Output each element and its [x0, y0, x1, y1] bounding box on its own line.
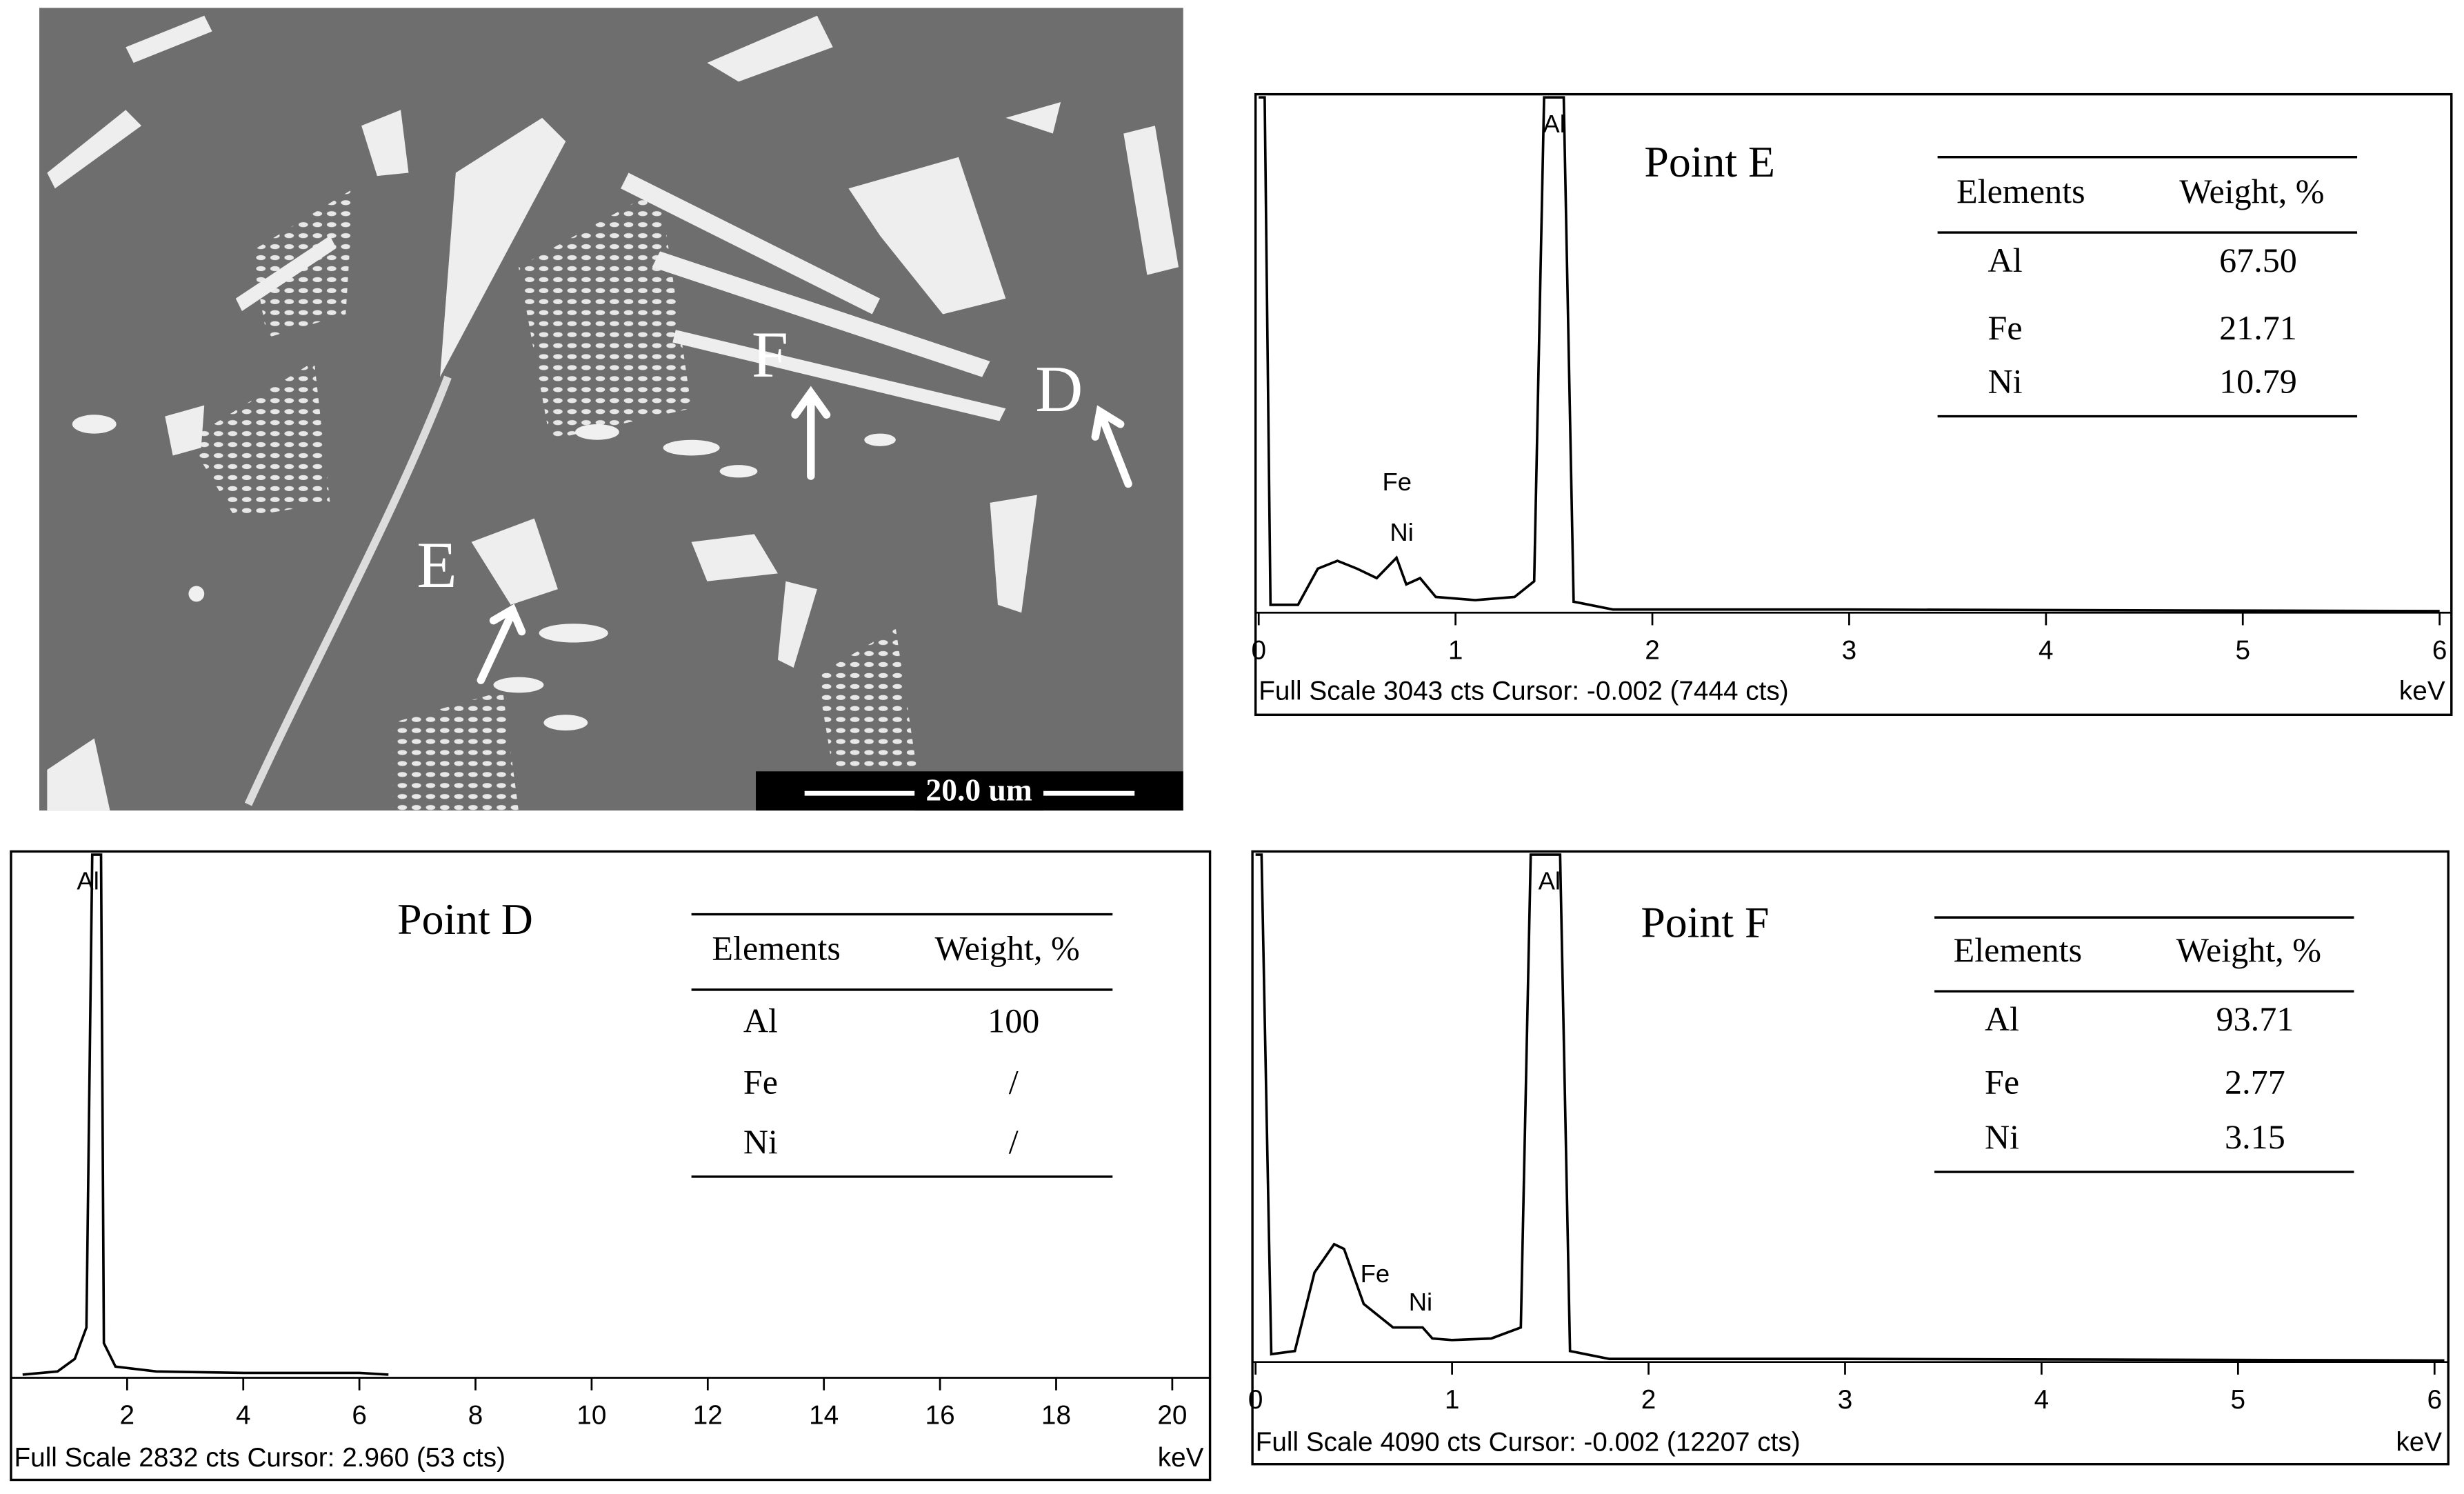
x-tick-label: 0 [1251, 635, 1266, 665]
x-tick-label: 6 [2427, 1385, 2442, 1415]
eds-spectrum: 0 1 2 3 4 5 6 Full Scale 4090 cts Cursor: -0.00… [1248, 850, 2450, 1466]
table-cell: 10.79 [2219, 362, 2297, 401]
table-header: Elements [712, 929, 841, 968]
footer: Full Scale 4090 cts Cursor: -0.002 (1220… [1256, 1427, 1801, 1457]
x-tick-label: 12 [693, 1401, 723, 1431]
x-tick-label: 5 [2235, 635, 2250, 665]
x-tick-label: 1 [1445, 1385, 1460, 1415]
footer: Full Scale 2832 cts Cursor: 2.960 (53 ct… [14, 1443, 505, 1473]
table-cell: Al [743, 1002, 778, 1040]
x-axis-label: keV [2399, 677, 2445, 706]
x-tick-label: 4 [2039, 635, 2054, 665]
table-cell: Al [1985, 999, 2019, 1038]
x-tick-label: 4 [2034, 1385, 2050, 1415]
point-label: E [417, 528, 457, 601]
table-cell: Fe [1988, 308, 2023, 347]
x-tick-label: 2 [120, 1401, 135, 1431]
spectrum-line [1255, 853, 2445, 1362]
eds-spectrum: 2 4 6 8 10 12 14 16 18 20 Full Scale 2832 cts Curs… [10, 850, 1212, 1482]
x-tick-label: 8 [468, 1401, 483, 1431]
table-cell: 3.15 [2225, 1117, 2285, 1156]
x-tick-label: 10 [577, 1401, 606, 1431]
point-label: F [752, 318, 788, 391]
footer: Full Scale 3043 cts Cursor: -0.002 (7444… [1259, 677, 1788, 706]
table-cell: Ni [743, 1122, 778, 1161]
scale-bar-label: 20.0 um [925, 773, 1032, 808]
spectrum-title: Point F [1641, 897, 1769, 946]
table-cell: 2.77 [2225, 1062, 2285, 1101]
micrograph: E F D 20.0 um [39, 8, 1183, 811]
table-cell: 67.50 [2219, 241, 2297, 279]
x-tick-label: 20 [1157, 1401, 1187, 1431]
eds-spectrum: 0 1 2 3 4 5 6 Full Scale 3043 cts Cursor: -0.00… [1251, 92, 2453, 717]
peak-label: Fe [1382, 468, 1412, 496]
table-header: Weight, % [934, 929, 1079, 968]
x-tick-label: 3 [1838, 1385, 1853, 1415]
peak-label: Ni [1390, 518, 1413, 546]
x-tick-label: 16 [925, 1401, 955, 1431]
peak-label: Ni [1409, 1288, 1432, 1316]
x-tick-label: 18 [1041, 1401, 1071, 1431]
table-cell: Fe [1985, 1062, 2019, 1101]
arrows [477, 386, 1132, 684]
x-tick-label: 4 [236, 1401, 251, 1431]
intermetallic-phases [47, 15, 1179, 811]
needle-phase [244, 375, 452, 806]
table-header: Elements [1954, 930, 2083, 969]
table-cell: / [1009, 1122, 1019, 1161]
x-axis-label: keV [1158, 1443, 1204, 1473]
table-cell: Fe [743, 1062, 778, 1101]
x-tick-label: 6 [2432, 635, 2447, 665]
peak-label: Al [77, 867, 99, 895]
point-label: D [1035, 352, 1083, 426]
table-cell: 100 [988, 1002, 1039, 1040]
table-header: Weight, % [2176, 930, 2321, 969]
x-axis-label: keV [2396, 1427, 2442, 1457]
spectrum-title: Point D [397, 895, 533, 944]
x-tick-label: 0 [1248, 1385, 1263, 1415]
spectrum-line [1259, 96, 2440, 612]
peak-label: Al [1543, 110, 1565, 138]
table-cell: Al [1988, 241, 2023, 279]
table-cell: / [1009, 1062, 1019, 1101]
x-tick-label: 2 [1641, 1385, 1656, 1415]
x-tick-label: 2 [1645, 635, 1660, 665]
table-header: Elements [1956, 172, 2085, 210]
x-tick-label: 6 [352, 1401, 367, 1431]
plot-frame [10, 850, 1212, 1482]
spectrum-line [22, 853, 389, 1376]
scale-bar-label-bg [914, 776, 1044, 811]
particles [72, 415, 896, 731]
table-cell: Ni [1985, 1117, 2019, 1156]
x-tick-label: 5 [2231, 1385, 2246, 1415]
x-tick-label: 14 [809, 1401, 839, 1431]
table-cell: 93.71 [2216, 999, 2294, 1038]
x-tick-label: 1 [1448, 635, 1463, 665]
table-header: Weight, % [2179, 172, 2324, 210]
peak-label: Fe [1361, 1259, 1390, 1288]
peak-label: Al [1539, 867, 1561, 895]
table-cell: Ni [1988, 362, 2023, 401]
spectrum-title: Point E [1644, 137, 1775, 186]
eutectic-regions [188, 188, 920, 811]
x-tick-label: 3 [1842, 635, 1857, 665]
table-cell: 21.71 [2219, 308, 2297, 347]
